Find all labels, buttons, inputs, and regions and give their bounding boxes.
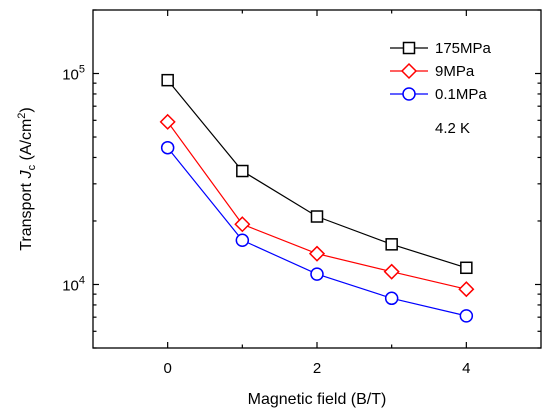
y-axis-title-symbol: J [18, 169, 35, 179]
legend-label: 175MPa [435, 40, 492, 57]
legend-marker [402, 87, 416, 101]
y-axis-title-prefix: Transport [18, 178, 35, 250]
x-axis-title: Magnetic field (B/T) [248, 391, 387, 408]
y-axis-title-units-close: ) [18, 107, 35, 112]
series-line [167, 121, 467, 290]
data-point [458, 281, 475, 298]
legend-marker [400, 62, 418, 80]
y-tick-label-base: 10 [62, 67, 79, 84]
data-point [159, 113, 176, 130]
legend-marker [402, 41, 416, 55]
data-point [385, 238, 398, 251]
legend: 175MPa 9MPa 0.1MPa [390, 40, 492, 103]
y-tick-label: 105 [62, 64, 85, 84]
y-axis-title-subscript: c [26, 164, 38, 170]
y-axis-title-units-power: 2 [16, 113, 28, 119]
x-tick-label: 4 [462, 360, 470, 377]
plot-frame [92, 9, 542, 349]
data-point [236, 164, 249, 178]
x-tick-label: 0 [163, 360, 171, 377]
data-point [310, 267, 324, 281]
series-line [167, 147, 467, 317]
data-point [383, 263, 400, 280]
data-point [161, 73, 174, 87]
data-point [308, 245, 326, 262]
data-point [384, 291, 399, 306]
y-tick-label-base: 10 [62, 277, 79, 294]
data-point [235, 233, 250, 248]
data-point [459, 309, 474, 323]
series-layer [159, 73, 475, 323]
legend-label: 9MPa [435, 63, 475, 80]
data-point [234, 216, 251, 233]
temperature-annotation: 4.2 K [435, 120, 470, 137]
series-175mpa [161, 73, 473, 275]
y-tick-label-exponent: 5 [79, 64, 85, 76]
data-point [160, 140, 175, 155]
y-tick-label: 104 [62, 274, 85, 294]
series-0-1mpa [160, 140, 474, 323]
y-axis-title-units: (A/cm [18, 119, 35, 165]
y-axis-title: Transport Jc (A/cm2) [16, 107, 38, 251]
series-line [167, 79, 467, 269]
series-9mpa [159, 113, 475, 298]
y-tick-label-exponent: 4 [79, 274, 85, 286]
x-tick-label: 2 [313, 360, 321, 377]
data-point [310, 210, 324, 223]
legend-label: 0.1MPa [435, 86, 487, 103]
data-point [460, 261, 473, 275]
